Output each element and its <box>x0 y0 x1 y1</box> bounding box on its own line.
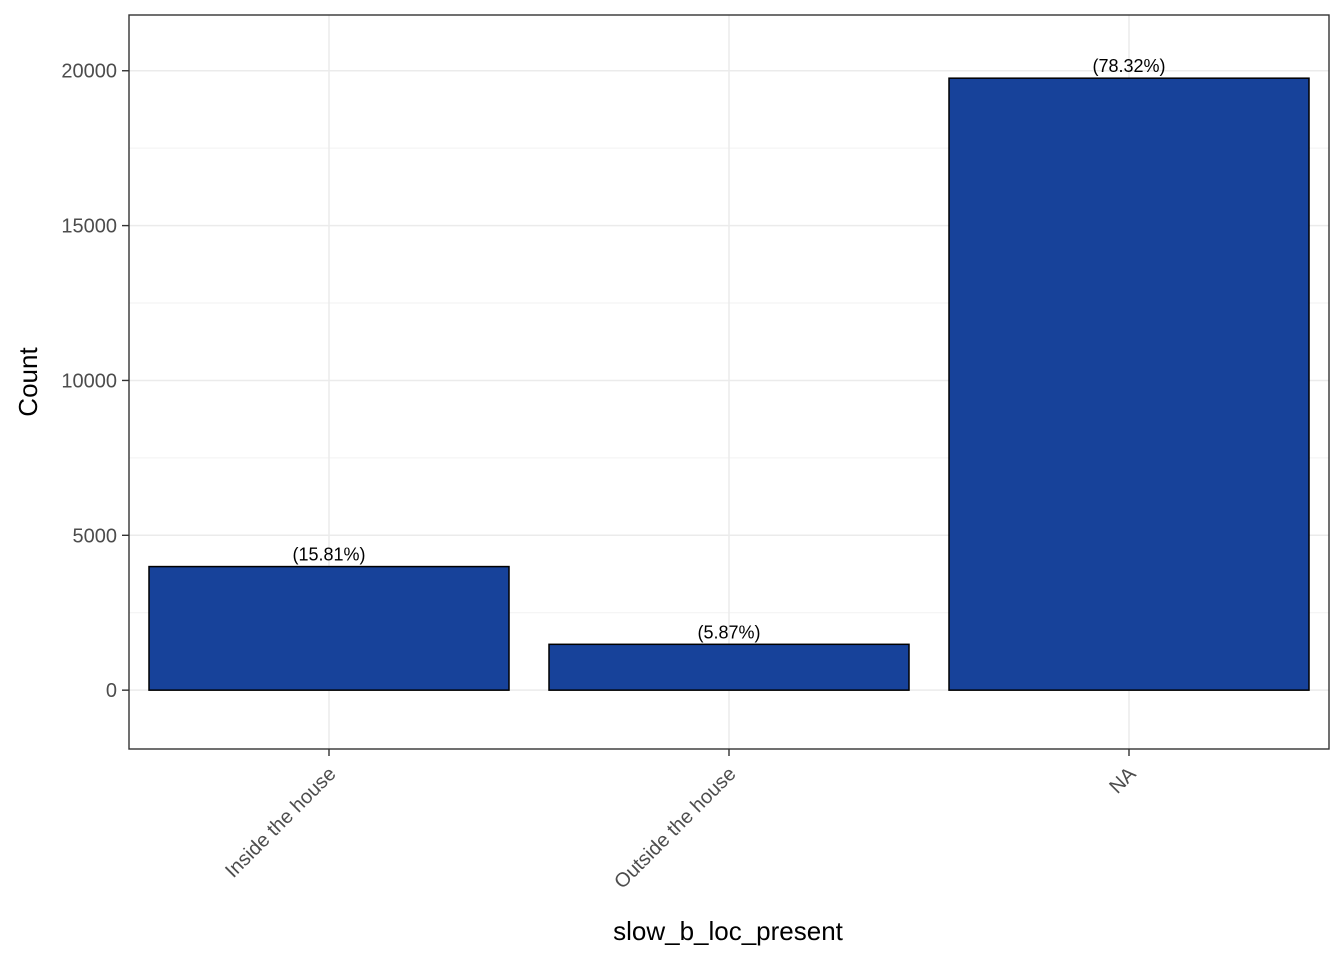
bar-1 <box>148 565 510 691</box>
bar-value-label: (5.87%) <box>697 622 760 642</box>
bar-value-labels: (15.81%) (5.87%) (78.32%) <box>292 56 1165 642</box>
y-axis: 0 5000 10000 15000 20000 <box>61 61 129 702</box>
x-axis: Inside the house Outside the house NA <box>221 749 1141 893</box>
x-tick-label: Outside the house <box>610 763 740 893</box>
y-tick-label: 15000 <box>61 216 117 238</box>
x-tick-label: NA <box>1105 763 1141 799</box>
bars <box>148 77 1310 691</box>
y-tick-label: 0 <box>106 680 117 702</box>
x-axis-title: slow_b_loc_present <box>613 916 844 946</box>
bar-value-label: (78.32%) <box>1092 56 1165 76</box>
y-axis-title: Count <box>13 347 43 417</box>
bar-3 <box>948 77 1310 691</box>
y-tick-label: 20000 <box>61 61 117 83</box>
x-tick-label: Inside the house <box>221 763 340 882</box>
bar-value-label: (15.81%) <box>292 545 365 565</box>
bar-2 <box>548 643 910 691</box>
y-tick-label: 10000 <box>61 370 117 392</box>
y-tick-label: 5000 <box>73 525 118 547</box>
